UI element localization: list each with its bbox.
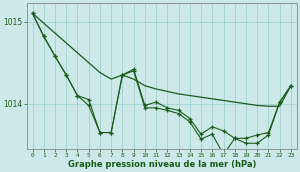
X-axis label: Graphe pression niveau de la mer (hPa): Graphe pression niveau de la mer (hPa) (68, 159, 256, 169)
